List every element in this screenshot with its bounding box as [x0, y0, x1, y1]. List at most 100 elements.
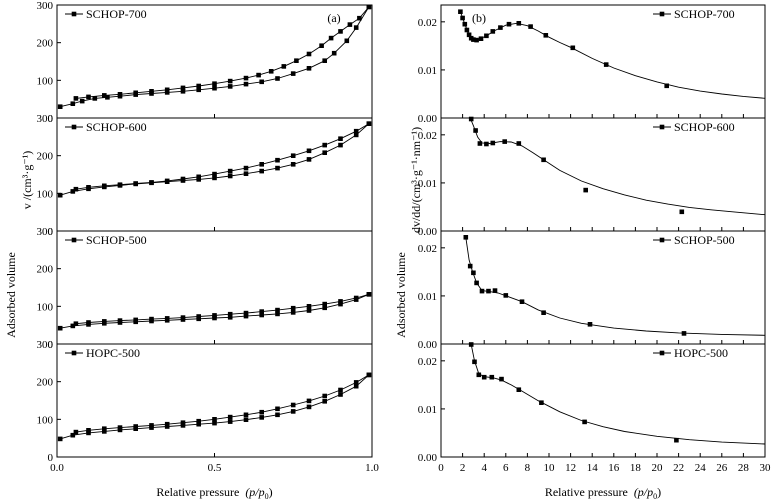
distribution-point: [467, 263, 473, 269]
distribution-point: [541, 310, 546, 315]
desorption-point: [149, 180, 154, 185]
distribution-point: [528, 24, 533, 29]
x-axis-label-sub: 0: [653, 492, 657, 501]
panel-b-subplot-3: 0.00 0.01 0.02 SCHOP-500: [418, 230, 766, 351]
distribution-point: [471, 37, 476, 42]
adsorption-point: [259, 79, 264, 85]
distribution-point: [541, 157, 546, 163]
desorption-point: [275, 406, 280, 412]
y-axis-unit: dv/dd/(cm³·g⁻¹·nm⁻¹): [409, 127, 423, 233]
adsorption-point: [243, 313, 249, 319]
desorption-point: [259, 162, 264, 167]
desorption-point: [164, 87, 170, 93]
desorption-point: [149, 89, 154, 94]
y-tick-label: 0.01: [418, 291, 437, 303]
desorption-point: [306, 51, 312, 57]
adsorption-point: [227, 315, 233, 320]
adsorption-point: [259, 312, 264, 318]
distribution-point: [498, 25, 503, 30]
distribution-point: [499, 376, 504, 382]
y-tick-label: 100: [37, 75, 54, 87]
distribution-point: [472, 359, 477, 365]
x-tick-label: 0: [438, 462, 444, 474]
y-axis-unit: v /(cm³·g⁻¹): [20, 151, 34, 210]
distribution-point: [679, 209, 685, 215]
x-tick-label: 2: [460, 462, 466, 474]
desorption-point: [73, 186, 79, 192]
distribution-point: [460, 15, 465, 21]
distribution-point: [474, 280, 479, 286]
y-tick-label: 200: [37, 151, 54, 163]
adsorption-point: [290, 71, 296, 76]
adsorption-point: [344, 38, 350, 44]
x-axis-label-sub: 0: [265, 492, 269, 501]
adsorption-point: [57, 436, 63, 442]
adsorption-point: [196, 87, 201, 93]
desorption-point: [117, 425, 123, 430]
adsorption-point: [338, 301, 343, 307]
y-tick-label: 300: [37, 0, 54, 12]
x-tick-label: 22: [673, 462, 684, 474]
legend-label: HOPC-500: [674, 346, 728, 360]
y-tick-label: 0: [48, 113, 54, 125]
distribution-curve: [459, 11, 766, 99]
adsorption-point: [70, 432, 76, 438]
legend-label: SCHOP-600: [674, 120, 735, 134]
desorption-point: [275, 157, 280, 163]
desorption-point: [227, 168, 233, 174]
desorption-point: [268, 69, 274, 74]
y-tick-label: 100: [37, 188, 54, 200]
y-tick-label: 300: [37, 226, 54, 238]
desorption-line: [75, 123, 370, 190]
desorption-point: [196, 174, 201, 180]
x-tick-label: 1.0: [365, 462, 379, 474]
adsorption-point: [212, 175, 217, 181]
distribution-point: [570, 45, 576, 51]
adsorption-point: [353, 383, 359, 389]
desorption-point: [117, 318, 123, 323]
y-tick-label: 0.02: [418, 17, 437, 29]
adsorption-point: [212, 85, 217, 91]
y-tick-label: 300: [37, 339, 54, 351]
distribution-curve: [465, 237, 766, 336]
distribution-point: [486, 288, 491, 294]
y-tick-label: 100: [37, 414, 54, 426]
distribution-point: [484, 141, 489, 147]
legend-label: SCHOP-500: [86, 233, 147, 247]
x-tick-label: 14: [587, 462, 599, 474]
y-tick-label: 0: [48, 452, 54, 464]
x-axis-label-close: ): [657, 485, 661, 499]
y-tick-label: 0.00: [418, 339, 438, 351]
desorption-point: [306, 398, 312, 404]
distribution-point: [503, 293, 509, 298]
adsorption-point: [322, 150, 327, 155]
x-axis-label-frac: (p/p: [245, 485, 264, 499]
adsorption-point: [227, 84, 233, 89]
distribution-point: [466, 32, 472, 38]
desorption-point: [212, 81, 217, 86]
adsorption-point: [322, 305, 327, 311]
adsorption-point: [180, 423, 186, 428]
desorption-point: [196, 314, 201, 319]
distribution-point: [519, 299, 525, 304]
x-axis-label: Relative pressure (p/p0): [545, 485, 661, 501]
x-tick-label: 8: [525, 462, 531, 474]
distribution-point: [516, 141, 522, 146]
adsorption-point: [70, 101, 76, 106]
desorption-point: [102, 93, 107, 98]
desorption-point: [117, 92, 123, 97]
desorption-point: [290, 153, 296, 158]
x-tick-label: 0.5: [208, 462, 222, 474]
panel-label: (b): [472, 11, 486, 25]
desorption-point: [256, 72, 261, 78]
y-tick-label: 200: [37, 264, 54, 276]
desorption-point: [294, 58, 299, 63]
desorption-point: [338, 387, 343, 393]
distribution-point: [479, 288, 485, 294]
adsorption-point: [259, 168, 264, 174]
desorption-point: [133, 424, 138, 429]
desorption-point: [366, 372, 372, 378]
distribution-point: [463, 235, 469, 240]
desorption-point: [322, 393, 327, 399]
y-tick-label: 0.01: [418, 404, 437, 416]
